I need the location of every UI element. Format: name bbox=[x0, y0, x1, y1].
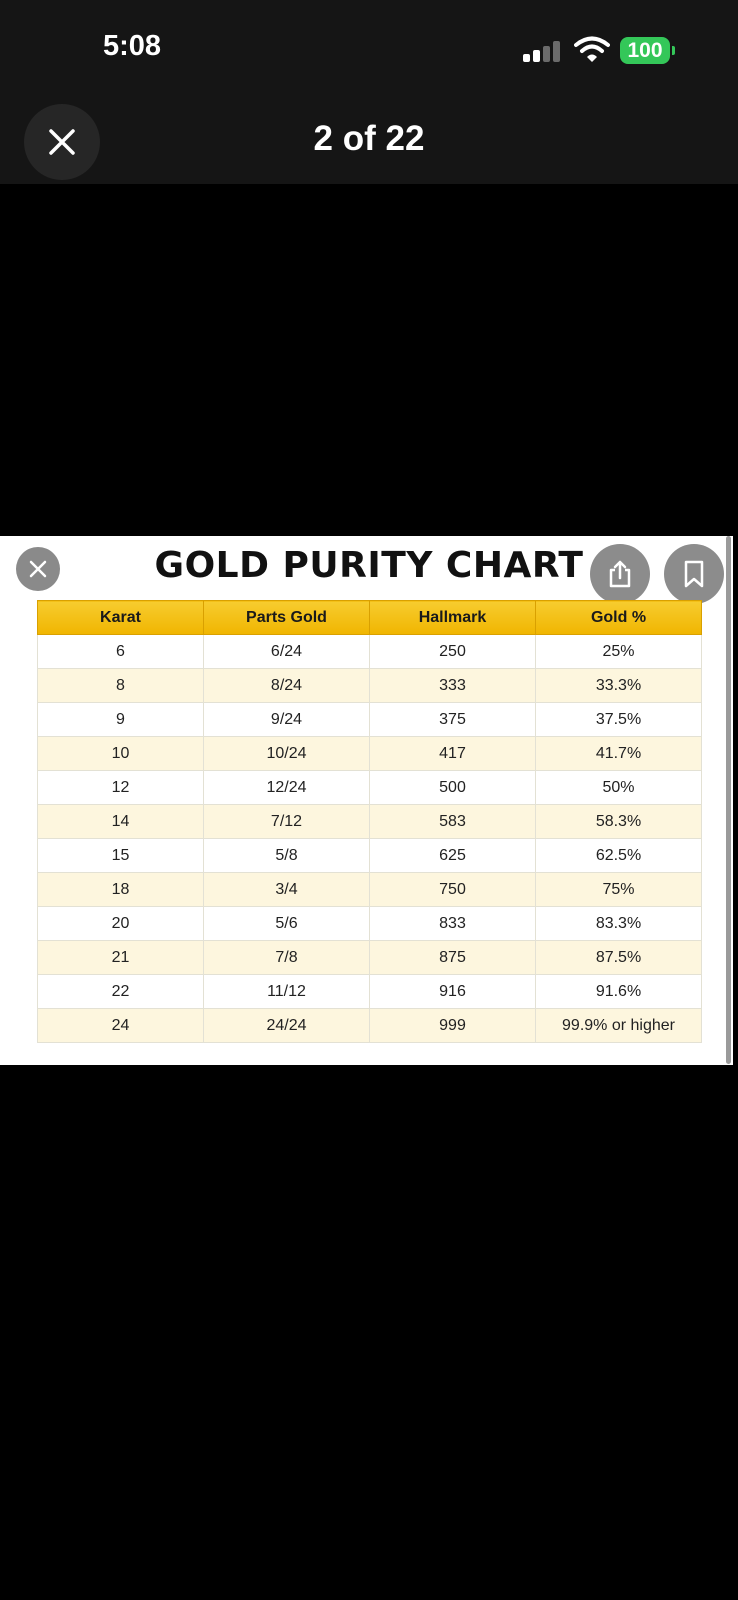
table-cell: 25% bbox=[535, 634, 702, 669]
table-cell: 750 bbox=[369, 872, 536, 907]
page-counter: 2 of 22 bbox=[313, 119, 425, 158]
table-cell: 333 bbox=[369, 668, 536, 703]
table-row: 6 6/24 250 25% bbox=[37, 634, 702, 669]
table-row: 21 7/8 875 87.5% bbox=[37, 940, 702, 975]
status-time: 5:08 bbox=[103, 30, 162, 62]
table-cell: 12/24 bbox=[203, 770, 370, 805]
table-cell: 8 bbox=[37, 668, 204, 703]
table-cell: 9 bbox=[37, 702, 204, 737]
table-cell: 5/6 bbox=[203, 906, 370, 941]
table-row: 8 8/24 333 33.3% bbox=[37, 668, 702, 703]
table-cell: 9/24 bbox=[203, 702, 370, 737]
column-header: Karat bbox=[37, 600, 204, 635]
viewer-top-bar bbox=[0, 0, 738, 184]
table-cell: 24 bbox=[37, 1008, 204, 1043]
table-cell: 375 bbox=[369, 702, 536, 737]
share-icon bbox=[609, 560, 631, 588]
table-cell: 3/4 bbox=[203, 872, 370, 907]
table-cell: 58.3% bbox=[535, 804, 702, 839]
battery-tip bbox=[672, 46, 675, 55]
chart-title: GOLD PURITY CHART bbox=[154, 545, 584, 586]
table-row: 20 5/6 833 83.3% bbox=[37, 906, 702, 941]
close-icon bbox=[49, 129, 75, 155]
table-cell: 21 bbox=[37, 940, 204, 975]
cellular-signal-icon bbox=[523, 40, 563, 62]
table-cell: 833 bbox=[369, 906, 536, 941]
table-cell: 24/24 bbox=[203, 1008, 370, 1043]
table-cell: 11/12 bbox=[203, 974, 370, 1009]
table-cell: 91.6% bbox=[535, 974, 702, 1009]
column-header: Hallmark bbox=[369, 600, 536, 635]
table-row: 15 5/8 625 62.5% bbox=[37, 838, 702, 873]
table-row: 14 7/12 583 58.3% bbox=[37, 804, 702, 839]
table-row: 9 9/24 375 37.5% bbox=[37, 702, 702, 737]
table-cell: 999 bbox=[369, 1008, 536, 1043]
column-header: Parts Gold bbox=[203, 600, 370, 635]
share-button[interactable] bbox=[590, 544, 650, 604]
table-cell: 8/24 bbox=[203, 668, 370, 703]
table-cell: 18 bbox=[37, 872, 204, 907]
table-cell: 22 bbox=[37, 974, 204, 1009]
table-row: 12 12/24 500 50% bbox=[37, 770, 702, 805]
table-cell: 583 bbox=[369, 804, 536, 839]
table-cell: 83.3% bbox=[535, 906, 702, 941]
table-body: 6 6/24 250 25% 8 8/24 333 33.3% 9 9/24 375 37.5% 10 1… bbox=[37, 634, 702, 1043]
table-cell: 87.5% bbox=[535, 940, 702, 975]
table-header-row: Karat Parts Gold Hallmark Gold % bbox=[37, 600, 702, 635]
table-cell: 62.5% bbox=[535, 838, 702, 873]
table-cell: 33.3% bbox=[535, 668, 702, 703]
table-cell: 7/12 bbox=[203, 804, 370, 839]
table-cell: 10 bbox=[37, 736, 204, 771]
table-cell: 20 bbox=[37, 906, 204, 941]
table-row: 18 3/4 750 75% bbox=[37, 872, 702, 907]
table-cell: 41.7% bbox=[535, 736, 702, 771]
table-cell: 250 bbox=[369, 634, 536, 669]
table-cell: 6/24 bbox=[203, 634, 370, 669]
table-cell: 417 bbox=[369, 736, 536, 771]
image-close-button[interactable] bbox=[16, 547, 60, 591]
table-cell: 7/8 bbox=[203, 940, 370, 975]
table-cell: 5/8 bbox=[203, 838, 370, 873]
table-cell: 99.9% or higher bbox=[535, 1008, 702, 1043]
table-cell: 14 bbox=[37, 804, 204, 839]
gold-purity-table: Karat Parts Gold Hallmark Gold % 6 6/24 25… bbox=[37, 600, 702, 1043]
bookmark-button[interactable] bbox=[664, 544, 724, 604]
table-row: 22 11/12 916 91.6% bbox=[37, 974, 702, 1009]
table-cell: 916 bbox=[369, 974, 536, 1009]
table-cell: 6 bbox=[37, 634, 204, 669]
bookmark-icon bbox=[684, 560, 704, 588]
viewer-close-button[interactable] bbox=[24, 104, 100, 180]
battery-icon: 100 bbox=[620, 37, 670, 64]
table-cell: 12 bbox=[37, 770, 204, 805]
table-cell: 75% bbox=[535, 872, 702, 907]
close-icon bbox=[29, 560, 47, 578]
table-row: 10 10/24 417 41.7% bbox=[37, 736, 702, 771]
table-cell: 875 bbox=[369, 940, 536, 975]
table-cell: 15 bbox=[37, 838, 204, 873]
table-cell: 37.5% bbox=[535, 702, 702, 737]
table-cell: 50% bbox=[535, 770, 702, 805]
table-row: 24 24/24 999 99.9% or higher bbox=[37, 1008, 702, 1043]
wifi-icon bbox=[574, 36, 610, 64]
scrollbar[interactable] bbox=[726, 536, 731, 1064]
table-cell: 10/24 bbox=[203, 736, 370, 771]
column-header: Gold % bbox=[535, 600, 702, 635]
table-cell: 625 bbox=[369, 838, 536, 873]
table-cell: 500 bbox=[369, 770, 536, 805]
